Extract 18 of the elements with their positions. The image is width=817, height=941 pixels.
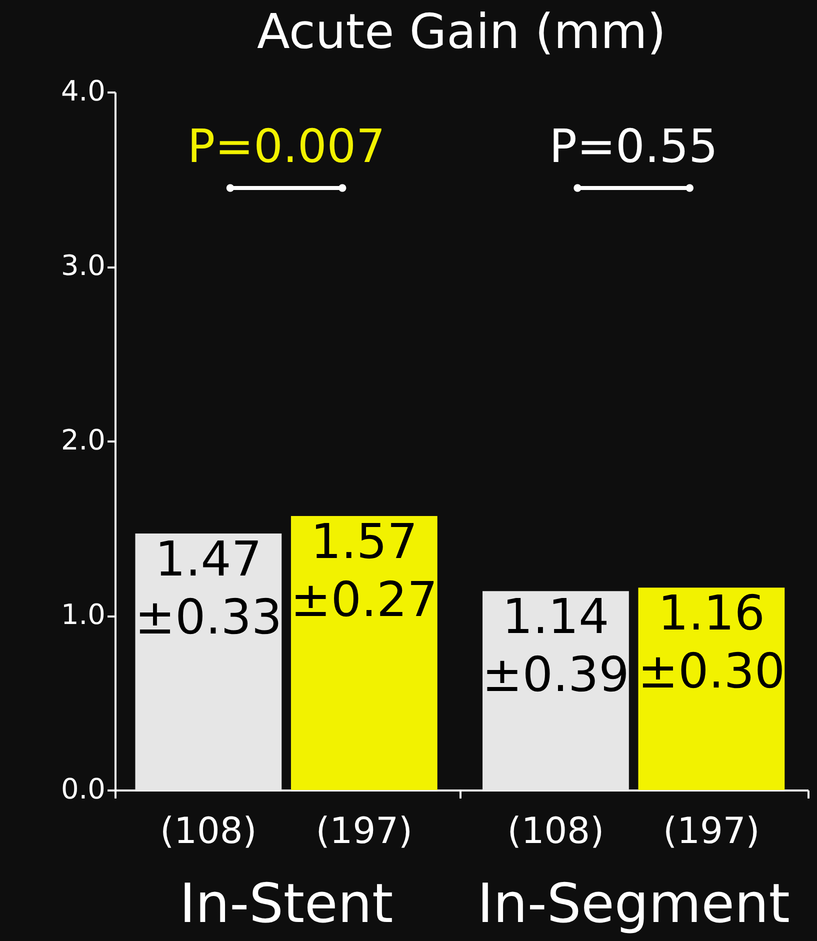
- x-tick-label: (108): [160, 811, 257, 852]
- data-label: 1.14 ±0.39: [482, 589, 630, 704]
- y-tick-label: 4.0: [60, 74, 106, 108]
- x-tick-label: (197): [663, 811, 760, 852]
- x-tick-label: (197): [316, 811, 413, 852]
- annotation: P=0.007: [187, 119, 386, 173]
- chart-title: Acute Gain (mm): [256, 4, 666, 60]
- text: In-Segment: [477, 872, 790, 935]
- data-label: 1.47 ±0.33: [134, 531, 282, 646]
- y-tick-label: 2.0: [60, 424, 106, 456]
- data-label: 1.16 ±0.30: [638, 586, 785, 700]
- y-tick-label: 1.0: [60, 598, 106, 631]
- y-tick-label: 0.0: [60, 772, 106, 806]
- y-tick-label: 3.0: [60, 249, 106, 282]
- text: In-Stent: [179, 872, 394, 935]
- x-tick-label: (108): [507, 811, 604, 852]
- data-label: 1.57 ±0.27: [290, 514, 438, 628]
- annotation: P=0.55: [549, 119, 718, 173]
